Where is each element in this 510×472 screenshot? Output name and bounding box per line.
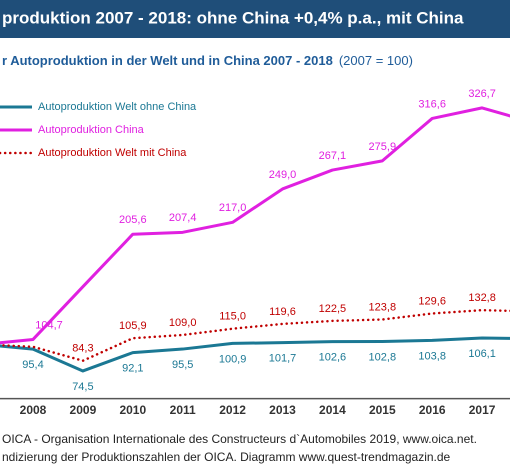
series-line: [0, 106, 510, 345]
x-tick-label: 2017: [469, 403, 496, 417]
data-label: 101,7: [269, 352, 297, 364]
data-label: 123,8: [369, 301, 397, 313]
x-tick-label: 2014: [319, 403, 346, 417]
data-label: 92,1: [122, 363, 143, 375]
data-label: 217,0: [219, 202, 247, 214]
subtitle: r Autoproduktion in der Welt und in Chin…: [2, 53, 413, 68]
x-tick-label: 2013: [269, 403, 296, 417]
x-tick-label: 2011: [170, 403, 196, 417]
data-label: 316,6: [418, 98, 446, 110]
data-label: 102,8: [369, 351, 397, 363]
source-note: ndizierung der Produktionszahlen der OIC…: [2, 450, 451, 464]
subtitle-note: (2007 = 100): [339, 53, 413, 68]
chart-title: produktion 2007 - 2018: ohne China +0,4%…: [2, 8, 464, 27]
x-tick-label: 2012: [219, 403, 246, 417]
data-label: 249,0: [269, 169, 297, 181]
data-label: 95,5: [172, 359, 193, 371]
x-tick-label: 2009: [70, 403, 97, 417]
data-label: 267,1: [319, 150, 347, 162]
data-label: 275,9: [369, 141, 397, 153]
data-label: 205,6: [119, 214, 147, 226]
data-label: 100,9: [219, 353, 247, 365]
data-label: 95,4: [22, 359, 43, 371]
legend-label: Autoproduktion Welt ohne China: [38, 101, 197, 113]
x-tick-label: 2010: [119, 403, 146, 417]
data-label: 115,0: [219, 311, 246, 323]
data-label: 105,9: [119, 320, 147, 332]
subtitle-main: r Autoproduktion in der Welt und in Chin…: [2, 53, 333, 68]
data-label: 207,4: [169, 212, 197, 224]
data-label: 129,6: [418, 295, 446, 307]
data-label: 84,3: [72, 343, 93, 355]
x-tick-label: 2008: [20, 403, 47, 417]
data-label: 109,0: [169, 317, 197, 329]
series-line: [0, 336, 510, 373]
data-label: 119,6: [269, 306, 296, 318]
x-tick-label: 2015: [369, 403, 396, 417]
data-label: 122,5: [319, 303, 347, 315]
title-bar: [0, 0, 510, 38]
x-tick-label: 2016: [419, 403, 446, 417]
data-label: 103,8: [418, 350, 446, 362]
data-label: 132,8: [468, 292, 496, 304]
data-label: 74,5: [72, 381, 93, 393]
data-label: 102,6: [319, 352, 347, 364]
data-label: 104,7: [35, 319, 63, 331]
legend-label: Autoproduktion China: [38, 124, 145, 136]
series-line: [0, 308, 510, 362]
legend-label: Autoproduktion Welt mit China: [38, 147, 187, 159]
data-label: 106,1: [468, 348, 496, 360]
data-label: 326,7: [468, 88, 496, 100]
source-note: OICA - Organisation Internationale des C…: [2, 432, 477, 446]
